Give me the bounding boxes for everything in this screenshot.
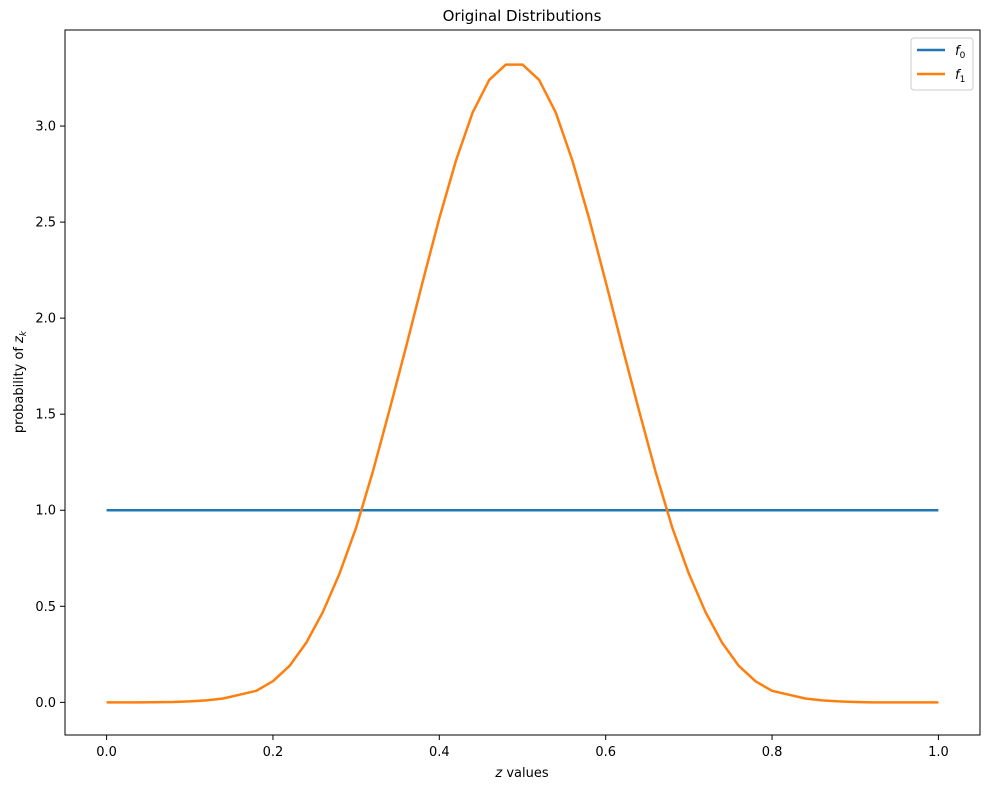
series-line-f1 — [106, 63, 939, 704]
series-group — [106, 63, 939, 704]
x-tick-label: 0.8 — [762, 745, 783, 760]
x-axis-label: z values — [494, 766, 548, 781]
x-tick-label: 0.0 — [96, 745, 117, 760]
x-tick-label: 0.4 — [429, 745, 450, 760]
y-tick-label: 2.5 — [35, 216, 56, 231]
y-axis: 0.0 0.5 1.0 1.5 2.0 2.5 3.0 — [35, 120, 65, 711]
x-tick-label: 1.0 — [928, 745, 949, 760]
y-tick-label: 0.5 — [35, 600, 56, 615]
x-tick-label: 0.6 — [595, 745, 616, 760]
legend: f0 f1 — [910, 37, 974, 91]
plot-frame — [64, 29, 981, 736]
y-axis-label: probability of zk — [12, 330, 29, 433]
x-tick-label: 0.2 — [263, 745, 284, 760]
plot-area — [64, 29, 981, 736]
y-tick-label: 3.0 — [35, 120, 56, 135]
legend-label-f0: f0 — [955, 44, 966, 61]
y-tick-label: 0.0 — [35, 696, 56, 711]
y-tick-label: 1.5 — [35, 408, 56, 423]
x-axis: 0.0 0.2 0.4 0.6 0.8 1.0 — [96, 735, 949, 760]
y-tick-label: 1.0 — [35, 504, 56, 519]
legend-label-f1: f1 — [955, 68, 965, 85]
chart-title: Original Distributions — [443, 7, 602, 25]
y-tick-label: 2.0 — [35, 312, 56, 327]
